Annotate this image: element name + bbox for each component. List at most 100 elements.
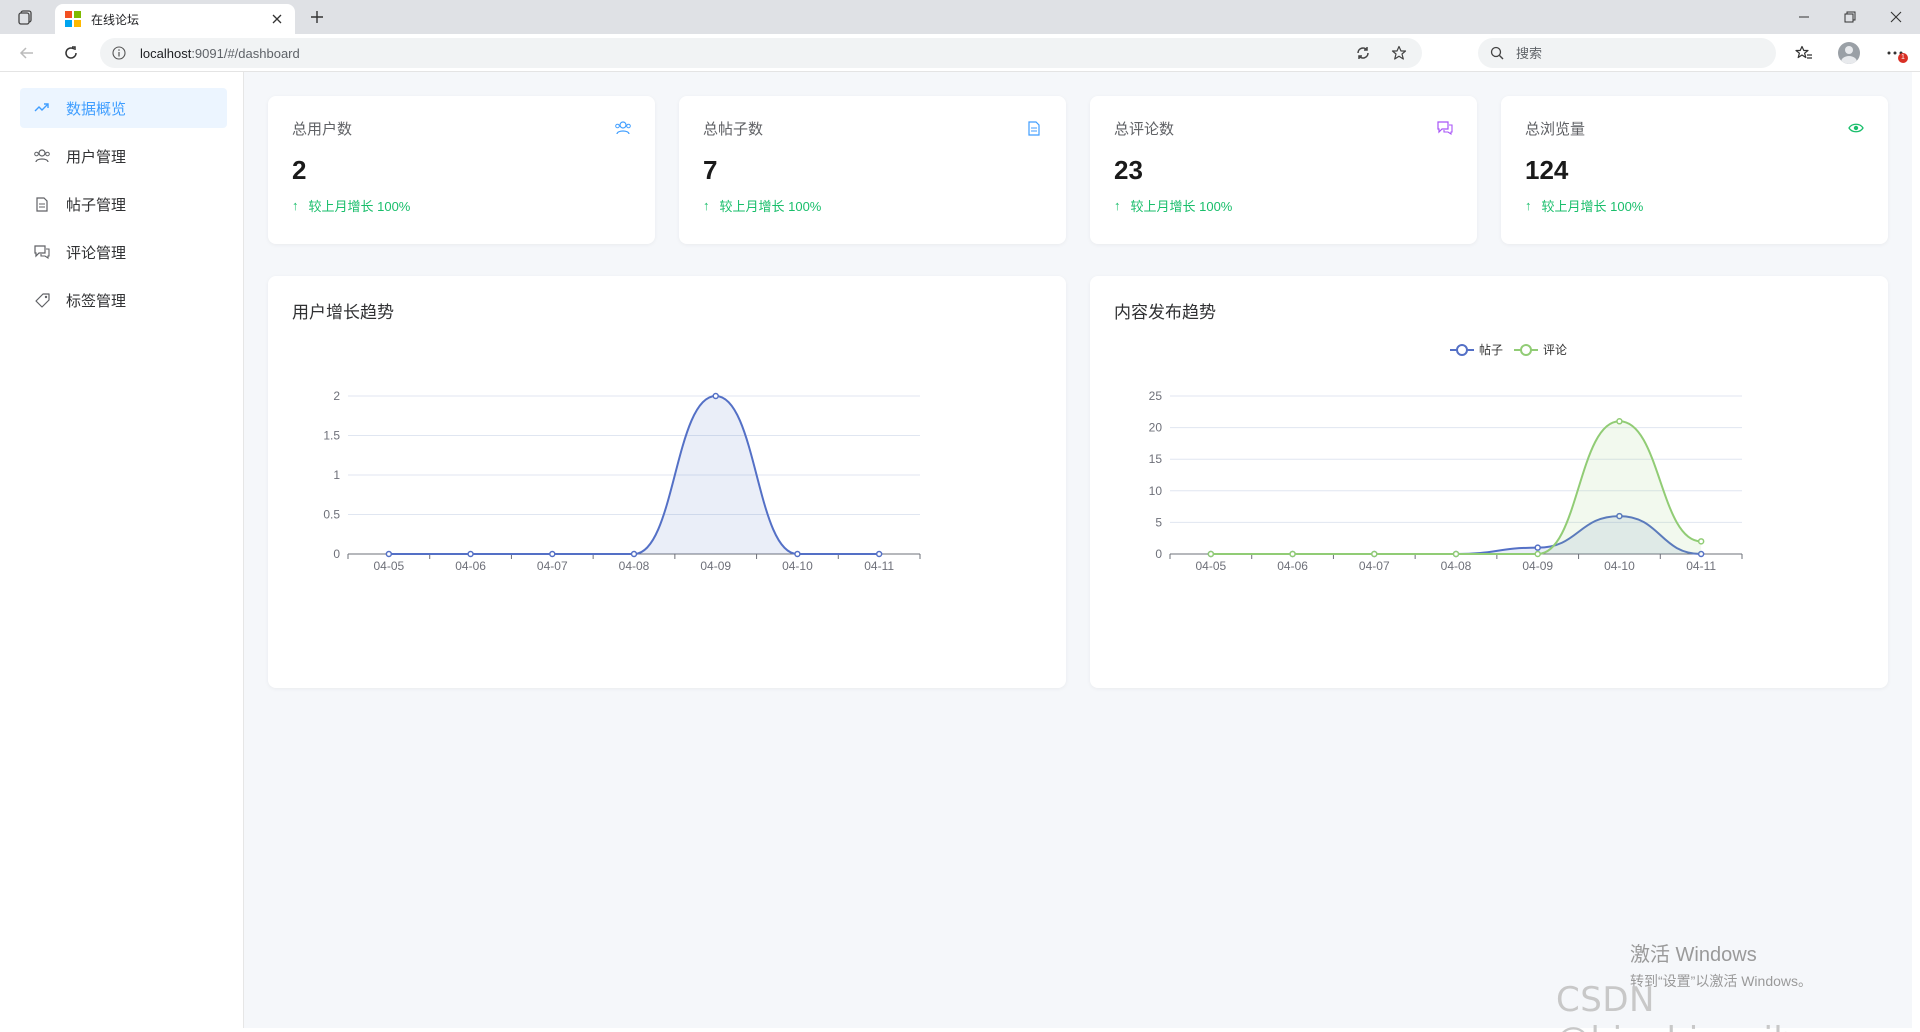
stat-value: 7	[703, 155, 718, 185]
favorite-button[interactable]	[1388, 42, 1410, 64]
x-tick-label: 04-05	[1196, 559, 1227, 573]
sidebar-item-comments[interactable]: 评论管理	[20, 232, 227, 272]
eye-icon	[1848, 120, 1864, 136]
browser-tab[interactable]: 在线论坛	[55, 4, 295, 34]
data-point	[467, 550, 474, 558]
legend-marker	[1520, 344, 1532, 356]
search-box[interactable]	[1478, 38, 1776, 68]
y-tick-label: 0	[333, 547, 340, 561]
sidebar-item-dashboard[interactable]: 数据概览	[20, 88, 227, 128]
sidebar-item-posts[interactable]: 帖子管理	[20, 184, 227, 224]
y-tick-label: 15	[1149, 452, 1163, 466]
address-bar[interactable]: localhost:9091/#/dashboard	[100, 38, 1422, 68]
x-tick-label: 04-06	[1277, 559, 1308, 573]
charts-row: 用户增长趋势 0 0.5 1 1.5 2 04-05 04-06 04-07 04-08 04-0…	[268, 276, 1888, 688]
tab-actions-icon	[18, 10, 32, 25]
stat-growth-text: 较上月增长 100%	[719, 199, 822, 214]
minimize-button[interactable]	[1782, 0, 1826, 34]
data-point	[1534, 550, 1541, 558]
favorites-button[interactable]	[1791, 41, 1817, 65]
data-point	[1207, 550, 1215, 558]
x-tick-label: 04-06	[455, 559, 486, 573]
sidebar-item-users[interactable]: 用户管理	[20, 136, 227, 176]
url-text[interactable]: localhost:9091/#/dashboard	[140, 46, 1334, 61]
minimize-icon	[1799, 16, 1809, 18]
favorites-list-icon	[1795, 45, 1812, 59]
y-tick-label: 1.5	[323, 429, 340, 443]
stat-title: 总浏览量	[1525, 121, 1586, 138]
info-icon[interactable]	[112, 46, 126, 60]
tab-actions-button[interactable]	[12, 6, 40, 28]
y-tick-label: 20	[1149, 421, 1163, 435]
url-path: :9091/#/dashboard	[191, 45, 300, 61]
stat-growth-text: 较上月增长 100%	[1130, 199, 1233, 214]
content-trend-chart[interactable]: 0 5 10 15 20 25 04-05 04-06 04-07 04-08 04-09 04-10…	[1090, 336, 1890, 676]
stat-growth: ↑ 较上月增长 100%	[292, 196, 631, 215]
legend-label: 帖子	[1479, 342, 1503, 357]
user-growth-chart[interactable]: 0 0.5 1 1.5 2 04-05 04-06 04-07 04-08 04-09 04-10 0…	[268, 336, 1068, 676]
translate-button[interactable]	[1352, 42, 1374, 64]
x-tick-label: 04-08	[1441, 559, 1472, 573]
x-tick-label: 04-09	[700, 559, 731, 573]
stat-card-users: 总用户数 2 ↑ 较上月增长 100%	[268, 96, 655, 244]
profile-button[interactable]	[1836, 41, 1862, 65]
windows-activation-watermark: 激活 Windows 转到“设置”以激活 Windows。	[1630, 938, 1812, 991]
data-point	[875, 550, 883, 558]
chart-title: 内容发布趋势	[1114, 303, 1216, 322]
document-icon	[1026, 120, 1042, 136]
stat-value: 124	[1525, 155, 1569, 185]
data-point	[1616, 418, 1623, 425]
stat-title: 总帖子数	[703, 121, 764, 138]
x-tick-label: 04-11	[864, 559, 894, 573]
x-tick-label: 04-05	[374, 559, 405, 573]
x-tick-label: 04-10	[782, 559, 813, 573]
x-tick-label: 04-08	[619, 559, 650, 573]
data-point	[1452, 550, 1460, 558]
refresh-button[interactable]	[58, 41, 84, 65]
new-tab-button[interactable]	[306, 6, 328, 28]
csdn-watermark: CSDN @bingbingyihao	[1556, 980, 1838, 1032]
restore-button[interactable]	[1828, 0, 1872, 34]
document-icon	[34, 196, 50, 212]
series-area-2	[1210, 421, 1702, 554]
x-tick-label: 04-11	[1686, 559, 1716, 573]
sidebar-item-label: 数据概览	[66, 100, 127, 118]
y-tick-label: 5	[1155, 515, 1162, 529]
data-point	[385, 550, 393, 558]
comment-icon	[34, 244, 50, 260]
stat-growth-text: 较上月增长 100%	[1541, 199, 1644, 214]
arrow-up-icon: ↑	[703, 198, 710, 213]
data-point	[1697, 538, 1705, 545]
stat-title: 总用户数	[292, 121, 353, 138]
y-tick-label: 10	[1149, 484, 1163, 498]
trend-icon	[34, 100, 50, 116]
data-point	[1616, 512, 1623, 520]
series-area-1	[1210, 516, 1702, 554]
sidebar-item-label: 评论管理	[66, 244, 127, 262]
stat-title: 总评论数	[1114, 121, 1175, 138]
arrow-up-icon: ↑	[1114, 198, 1121, 213]
sidebar-item-label: 标签管理	[66, 292, 127, 310]
browser-toolbar: localhost:9091/#/dashboard 1	[0, 34, 1920, 72]
sidebar-item-label: 帖子管理	[66, 196, 127, 214]
comment-icon	[1437, 120, 1453, 136]
arrow-up-icon: ↑	[1525, 198, 1532, 213]
y-tick-label: 1	[333, 468, 340, 482]
y-tick-label: 0.5	[323, 508, 340, 522]
x-tick-label: 04-07	[537, 559, 568, 573]
stat-value: 2	[292, 155, 307, 185]
tab-title: 在线论坛	[91, 12, 140, 27]
url-host: localhost	[140, 45, 192, 61]
sidebar-item-tags[interactable]: 标签管理	[20, 280, 227, 320]
tab-close-icon[interactable]	[269, 11, 285, 27]
chart-card-user-growth: 用户增长趋势 0 0.5 1 1.5 2 04-05 04-06 04-07 04-08 04-0…	[268, 276, 1066, 688]
sidebar: 数据概览 用户管理 帖子管理 评论管理 标签管理	[4, 72, 244, 1028]
sidebar-item-label: 用户管理	[66, 148, 127, 166]
legend-marker	[1456, 344, 1468, 356]
close-window-button[interactable]	[1874, 0, 1918, 34]
back-button[interactable]	[14, 41, 40, 65]
watermark-line2: 转到“设置”以激活 Windows。	[1630, 973, 1813, 989]
more-menu-button[interactable]: 1	[1882, 41, 1908, 65]
search-input[interactable]	[1516, 45, 1756, 61]
stat-card-comments: 总评论数 23 ↑ 较上月增长 100%	[1090, 96, 1477, 244]
